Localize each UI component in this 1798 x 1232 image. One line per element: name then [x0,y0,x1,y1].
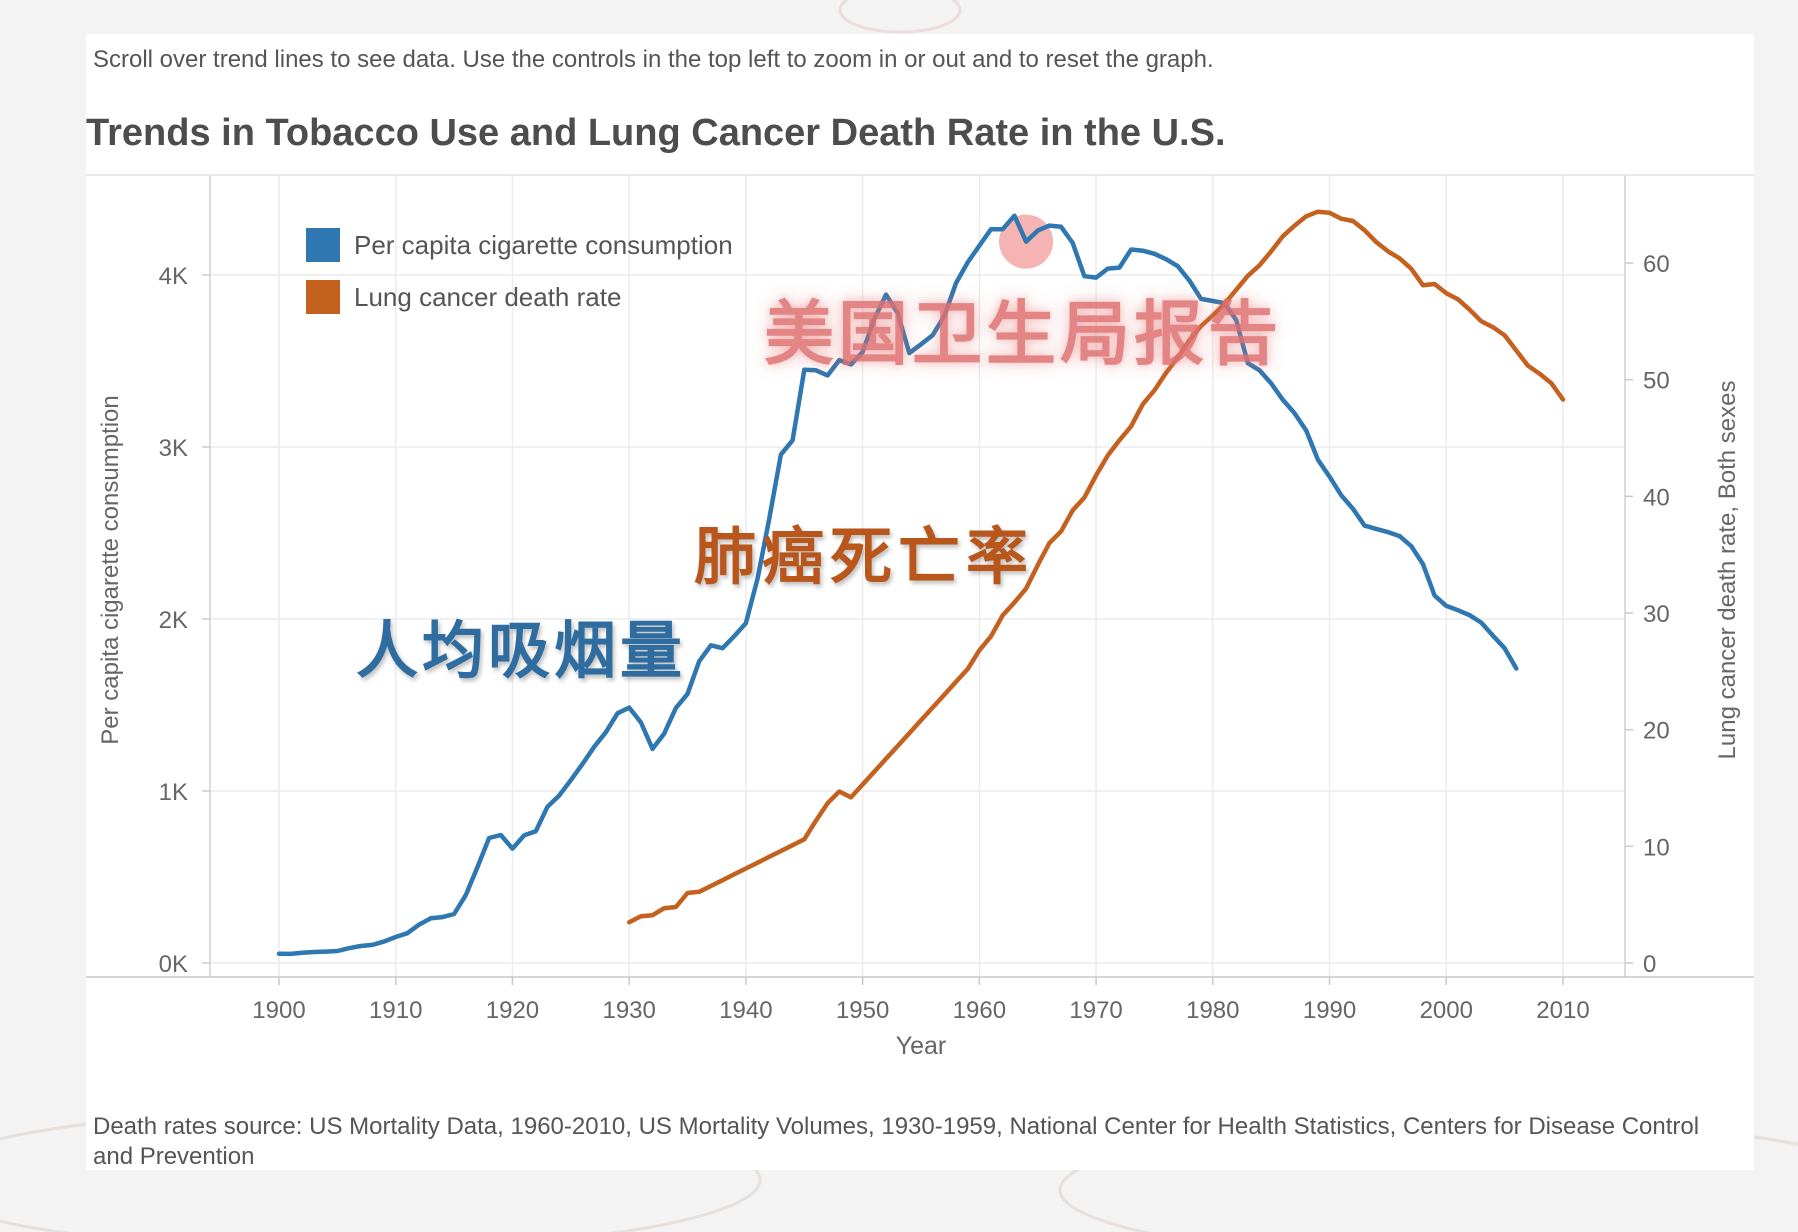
overlay-death-rate-label: 肺癌死亡率 [694,520,1035,593]
x-tick-label: 2010 [1536,997,1589,1024]
y-left-tick-label: 4K [159,263,188,290]
y-right-tick-label: 0 [1643,951,1656,978]
y-right-tick-label: 20 [1643,718,1670,745]
x-tick-label: 1970 [1069,997,1122,1024]
legend-item-consumption[interactable]: Per capita cigarette consumption [306,226,733,264]
series-line-death-rate[interactable] [626,209,1566,925]
chart-panel [86,34,1754,1170]
x-tick-label: 1950 [836,997,889,1024]
y-axis-left-title: Per capita cigarette consumption [97,395,124,745]
y-right-tick-label: 10 [1643,834,1670,861]
legend-item-death-rate[interactable]: Lung cancer death rate [306,278,733,316]
x-tick-label: 1980 [1186,997,1239,1024]
legend-swatch-death-rate [306,280,340,314]
y-right-tick-label: 50 [1643,368,1670,395]
legend-label-consumption: Per capita cigarette consumption [354,229,733,260]
x-tick-label: 1940 [719,997,772,1024]
y-left-tick-label: 3K [159,435,188,462]
x-tick-label: 1910 [369,997,422,1024]
overlay-consumption-label: 人均吸烟量 [356,614,687,687]
x-tick-label: 1920 [486,997,539,1024]
y-left-tick-label: 2K [159,607,188,634]
x-tick-label: 1900 [252,997,305,1024]
series-line-consumption[interactable] [276,213,1519,957]
x-tick-label: 1960 [953,997,1006,1024]
legend-label-death-rate: Lung cancer death rate [354,281,622,312]
x-axis-title: Year [896,1032,947,1060]
y-right-tick-label: 40 [1643,484,1670,511]
instructions-text: Scroll over trend lines to see data. Use… [93,46,1214,73]
chart-legend: Per capita cigarette consumption Lung ca… [306,226,733,330]
chart-title: Trends in Tobacco Use and Lung Cancer De… [86,112,1226,154]
x-tick-label: 1930 [602,997,655,1024]
y-left-tick-label: 0K [159,951,188,978]
x-tick-label: 1990 [1303,997,1356,1024]
x-tick-label: 2000 [1420,997,1473,1024]
legend-swatch-consumption [306,228,340,262]
y-right-tick-label: 60 [1643,251,1670,278]
y-left-tick-label: 1K [159,779,188,806]
overlay-report-label: 美国卫生局报告 [764,292,1282,375]
source-note: Death rates source: US Mortality Data, 1… [93,1113,1700,1166]
y-axis-right-title: Lung cancer death rate, Both sexes [1714,381,1741,760]
y-right-tick-label: 30 [1643,601,1670,628]
